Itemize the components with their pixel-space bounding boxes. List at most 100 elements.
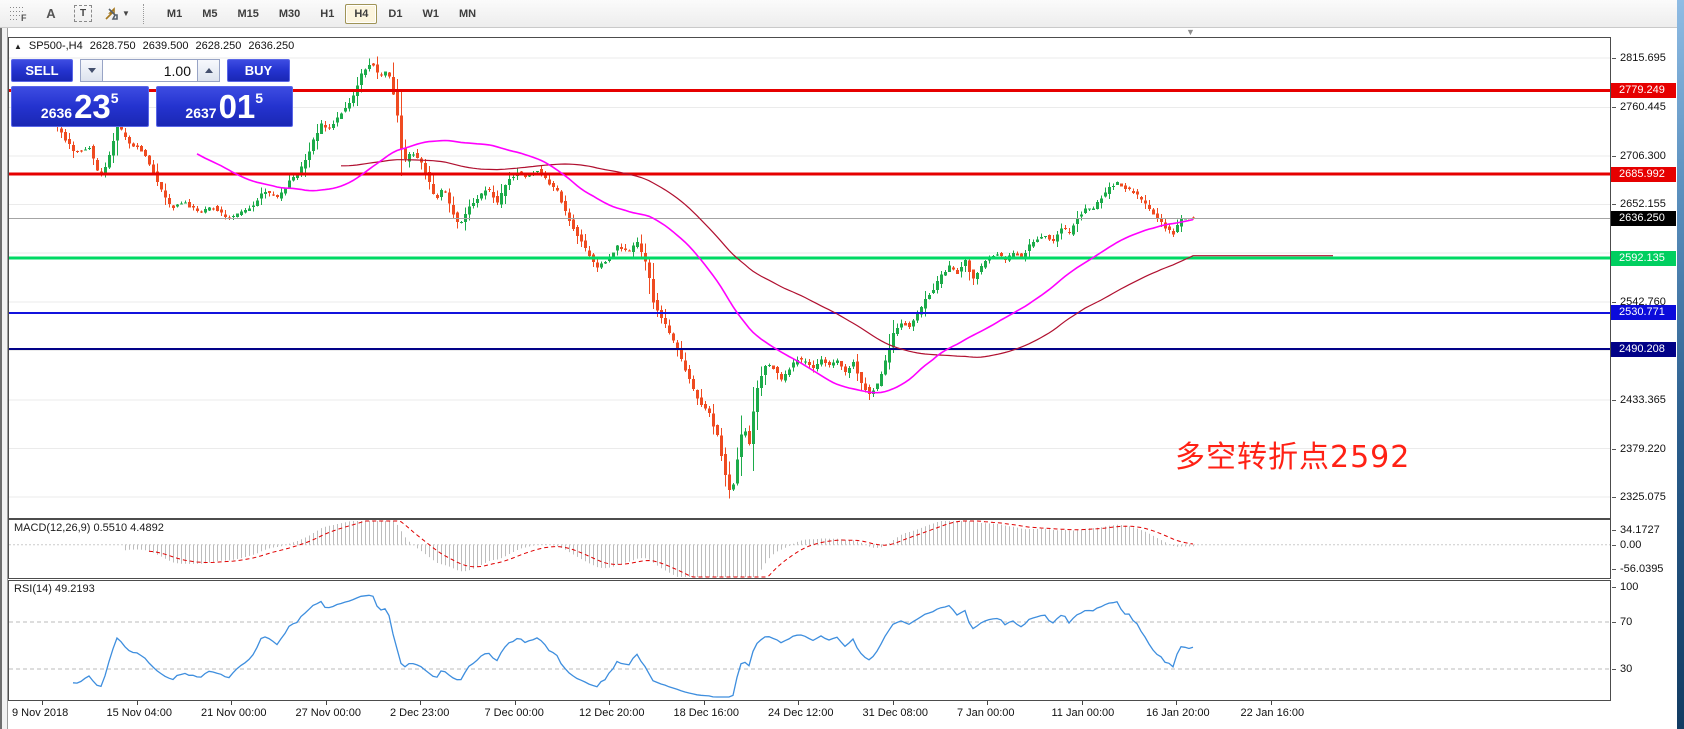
macd-tick — [1612, 545, 1616, 546]
bid-big-digits: 23 — [74, 88, 111, 125]
time-tick — [1081, 701, 1083, 705]
price-axis-label: 2433.365 — [1620, 394, 1666, 407]
time-axis-label: 2 Dec 23:00 — [390, 707, 450, 719]
triangle-up-icon — [204, 68, 213, 73]
timeframe-button-m5[interactable]: M5 — [193, 4, 226, 24]
arrows-icon — [105, 6, 118, 20]
symbol-label: SP500-,H4 — [28, 40, 83, 52]
time-tick — [514, 701, 516, 705]
buy-button[interactable]: BUY — [227, 59, 290, 82]
ask-prefix: 2637 — [185, 105, 217, 121]
time-axis[interactable]: 9 Nov 2018 15 Nov 04:00 21 Nov 00:00 27 Nov… — [8, 701, 1611, 729]
price-axis-label: 2325.075 — [1620, 490, 1666, 503]
price-tick — [1612, 155, 1616, 157]
rsi-tick — [1612, 622, 1616, 623]
price-axis-label: 2706.300 — [1620, 149, 1666, 162]
time-tick — [420, 701, 421, 705]
price-level-badge: 2592.135 — [1611, 250, 1676, 266]
ohlc-close: 2636.250 — [248, 40, 295, 52]
time-tick — [42, 701, 43, 705]
symbol-direction-icon: ▲ — [14, 41, 22, 51]
rsi-axis-label: 70 — [1620, 616, 1633, 628]
toolbar-separator — [142, 3, 151, 24]
ask-price-box[interactable]: 2637 01 5 — [155, 86, 293, 127]
volume-decrease-button[interactable] — [80, 59, 103, 82]
timeframe-button-d1[interactable]: D1 — [379, 4, 411, 24]
timeframe-button-w1[interactable]: W1 — [413, 4, 448, 24]
svg-text:F: F — [21, 13, 27, 22]
trade-panel: SELL BUY 2636 23 5 2637 01 5 — [11, 59, 293, 127]
text-icon: A — [46, 6, 56, 21]
timeframe-button-m15[interactable]: M15 — [228, 4, 267, 24]
arrows-tool-button[interactable]: ▼ — [100, 2, 133, 26]
text-label-tool-button[interactable]: T — [68, 2, 98, 26]
price-level-badge: 2530.771 — [1611, 305, 1676, 321]
toolbar: F A T ▼ M1 M5 M15 M30 H1 H4 D1 W1 MN — [0, 0, 1677, 28]
timeframe-button-h1[interactable]: H1 — [311, 4, 343, 24]
trade-panel-row1: SELL BUY — [11, 59, 293, 82]
timeframe-button-h4[interactable]: H4 — [345, 3, 378, 24]
price-axis-label: 2379.220 — [1620, 442, 1666, 455]
trade-panel-row2: 2636 23 5 2637 01 5 — [11, 86, 293, 127]
main-chart-plot[interactable] — [9, 38, 1610, 518]
timeframe-group: M1 M5 M15 M30 H1 H4 D1 W1 MN — [157, 3, 486, 24]
bid-price-box[interactable]: 2636 23 5 — [11, 86, 149, 127]
bid-prefix: 2636 — [40, 105, 73, 121]
time-axis-label: 27 Nov 00:00 — [295, 707, 361, 719]
timeframe-button-mn[interactable]: MN — [450, 4, 485, 24]
bid-pip-digit: 5 — [110, 90, 119, 106]
volume-input[interactable] — [103, 59, 197, 82]
macd-plot[interactable] — [9, 520, 1610, 578]
price-tick — [1612, 400, 1616, 402]
rsi-plot[interactable] — [9, 581, 1610, 700]
main-chart-panel[interactable]: ▲ SP500-,H4 2628.750 2639.500 2628.250 2… — [8, 37, 1611, 519]
fibonacci-icon: F — [10, 7, 27, 22]
sell-button[interactable]: SELL — [11, 59, 73, 82]
dropdown-caret-icon[interactable]: ▼ — [122, 9, 130, 18]
macd-tick — [1612, 569, 1616, 570]
price-tick — [1612, 107, 1616, 109]
ask-pip-digit: 5 — [255, 90, 264, 106]
macd-axis-label: 34.1727 — [1620, 524, 1660, 536]
rsi-label: RSI(14) 49.2193 — [14, 583, 95, 595]
scroll-to-end-icon[interactable]: ▼ — [1186, 27, 1195, 37]
time-axis-label: 11 Jan 00:00 — [1051, 707, 1115, 719]
price-axis-label: 2542.760 — [1620, 296, 1666, 309]
time-axis-label: 24 Dec 12:00 — [768, 707, 834, 719]
time-axis-label: 22 Jan 16:00 — [1240, 707, 1305, 719]
time-tick — [609, 701, 610, 705]
time-tick — [231, 701, 232, 705]
text-tool-button[interactable]: A — [36, 2, 66, 26]
price-level-badge: 2636.250 — [1611, 211, 1676, 227]
price-level-badge: 2779.249 — [1611, 83, 1676, 99]
timeframe-button-m30[interactable]: M30 — [270, 4, 309, 24]
price-axis[interactable]: 2815.695 2760.445 2706.300 2652.155 2542.760… — [1611, 37, 1677, 701]
timeframe-button-m1[interactable]: M1 — [158, 4, 191, 24]
macd-tick — [1612, 530, 1616, 531]
time-tick — [703, 701, 705, 705]
time-tick — [1270, 701, 1272, 705]
rsi-panel[interactable]: RSI(14) 49.2193 — [8, 580, 1611, 701]
macd-panel[interactable]: MACD(12,26,9) 0.5510 4.4892 — [8, 519, 1611, 579]
rsi-tick — [1612, 669, 1616, 670]
ohlc-open: 2628.750 — [89, 40, 136, 52]
time-axis-label: 31 Dec 08:00 — [862, 707, 928, 719]
window-right-edge — [1677, 0, 1684, 729]
volume-increase-button[interactable] — [197, 59, 220, 82]
rsi-axis-label: 100 — [1620, 581, 1639, 593]
fibonacci-tool-button[interactable]: F — [4, 2, 34, 26]
time-axis-label: 15 Nov 04:00 — [106, 707, 172, 719]
price-tick — [1612, 448, 1616, 450]
price-axis-label: 2815.695 — [1620, 51, 1666, 64]
time-axis-label: 18 Dec 16:00 — [673, 707, 739, 719]
time-tick — [892, 701, 894, 705]
time-tick — [1176, 701, 1177, 705]
time-axis-label: 7 Jan 00:00 — [957, 707, 1015, 719]
price-level-badge: 2685.992 — [1611, 166, 1676, 182]
price-tick — [1612, 204, 1616, 206]
time-axis-label: 9 Nov 2018 — [12, 707, 69, 719]
rsi-axis-label: 30 — [1620, 663, 1633, 675]
ohlc-high: 2639.500 — [142, 40, 189, 52]
macd-label: MACD(12,26,9) 0.5510 4.4892 — [14, 522, 164, 534]
